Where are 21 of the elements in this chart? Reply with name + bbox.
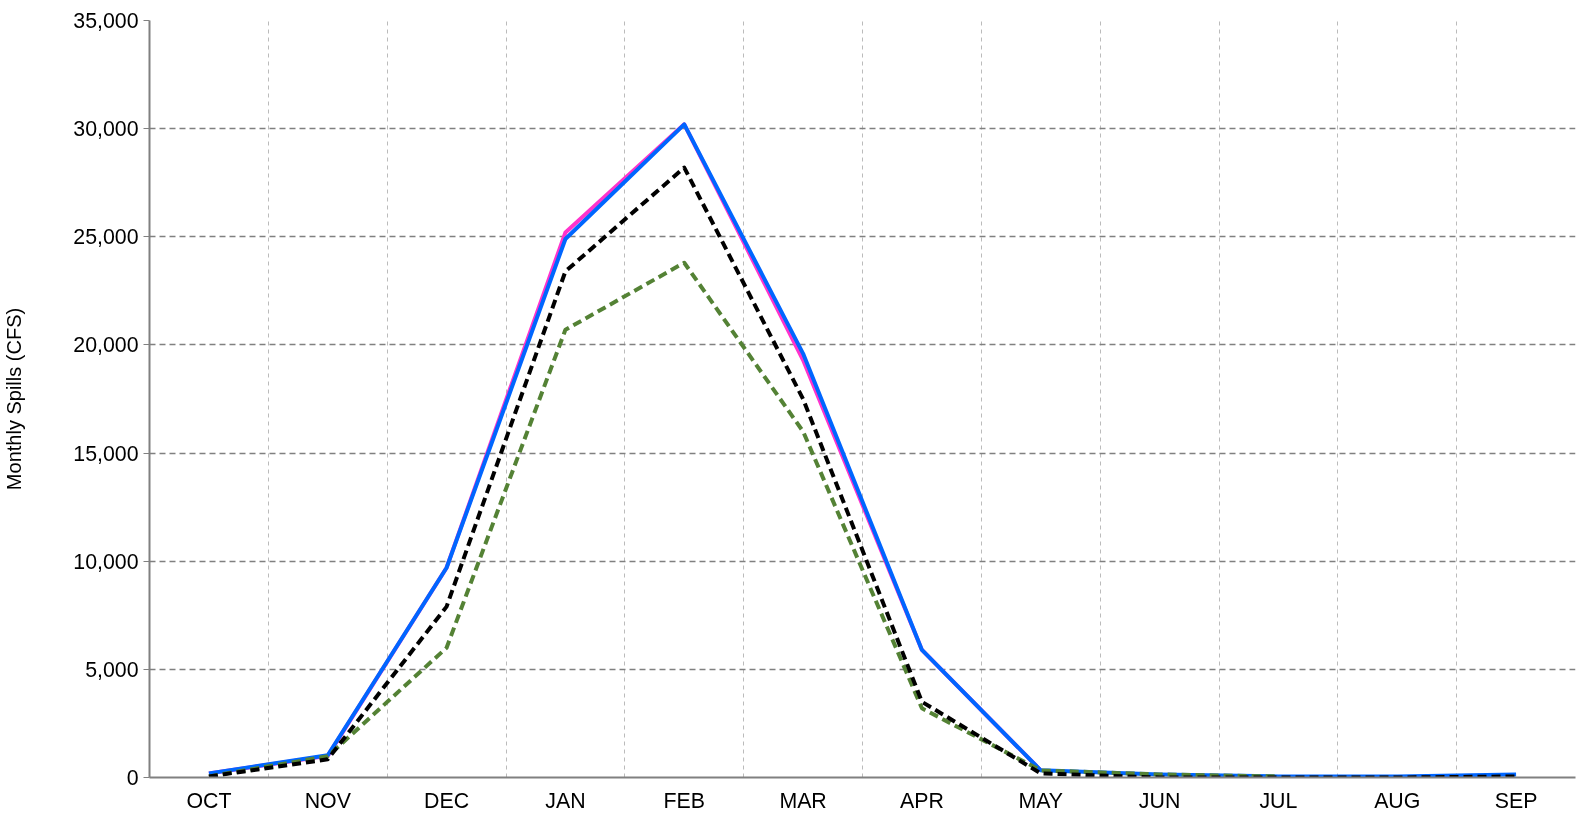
x-tick-label: JAN [545, 788, 586, 813]
x-tick-label: MAY [1018, 788, 1064, 813]
x-tick-label: FEB [663, 788, 705, 813]
y-tick-label: 0 [126, 766, 139, 790]
x-tick-label: JUN [1138, 788, 1181, 813]
x-tick-label: APR [899, 788, 944, 813]
x-tick-label: JUL [1259, 788, 1298, 813]
x-tick-label: AUG [1374, 788, 1421, 813]
y-axis-title: Monthly Spills (CFS) [3, 307, 26, 491]
y-tick-label: 10,000 [73, 549, 139, 574]
x-tick-label: OCT [186, 788, 232, 813]
y-tick-label: 35,000 [73, 9, 139, 33]
y-tick-label: 25,000 [73, 225, 139, 250]
x-tick-label: MAR [779, 788, 827, 813]
x-tick-label: DEC [424, 788, 470, 813]
x-tick-label: NOV [304, 788, 352, 813]
y-tick-label: 15,000 [73, 441, 139, 466]
y-tick-label: 30,000 [73, 117, 139, 142]
x-tick-label: SEP [1494, 788, 1538, 813]
y-tick-label: 20,000 [73, 333, 139, 358]
y-tick-label: 5,000 [85, 657, 139, 682]
